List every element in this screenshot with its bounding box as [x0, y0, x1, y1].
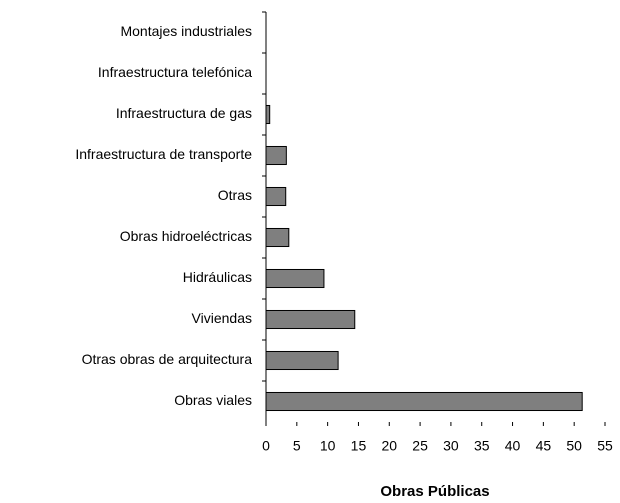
- bar: [265, 391, 583, 412]
- x-tick-label: 45: [536, 438, 552, 454]
- y-tick-label: Infraestructura telefónica: [98, 64, 252, 80]
- y-tick-label: Obras hidroeléctricas: [120, 228, 252, 244]
- x-tick-label: 40: [505, 438, 521, 454]
- y-tick-label: Obras viales: [174, 392, 252, 408]
- y-tick-label: Otras: [218, 187, 252, 203]
- x-tick-label: 25: [412, 438, 428, 454]
- x-tick-label: 30: [443, 438, 459, 454]
- y-tick-label: Hidráulicas: [183, 269, 252, 285]
- x-tick-label: 0: [262, 438, 270, 454]
- bar: [265, 104, 271, 125]
- y-tick-label: Infraestructura de transporte: [75, 146, 252, 162]
- x-tick-label: 35: [474, 438, 490, 454]
- x-tick-label: 15: [351, 438, 367, 454]
- y-tick-label: Otras obras de arquitectura: [82, 351, 253, 367]
- x-tick-label: 10: [320, 438, 336, 454]
- x-tick-label: 50: [566, 438, 582, 454]
- bar: [265, 309, 356, 330]
- bar: [265, 227, 290, 248]
- x-tick-label: 5: [293, 438, 301, 454]
- y-tick-label: Montajes industriales: [120, 23, 252, 39]
- bar: [265, 268, 325, 289]
- x-tick-label: 55: [597, 438, 613, 454]
- bar: [265, 350, 339, 371]
- x-tick-label: 20: [381, 438, 397, 454]
- y-tick-label: Viviendas: [192, 310, 252, 326]
- x-axis-label: Obras Públicas: [380, 483, 489, 500]
- bar: [265, 186, 287, 207]
- y-tick-label: Infraestructura de gas: [116, 105, 252, 121]
- bar: [265, 145, 287, 166]
